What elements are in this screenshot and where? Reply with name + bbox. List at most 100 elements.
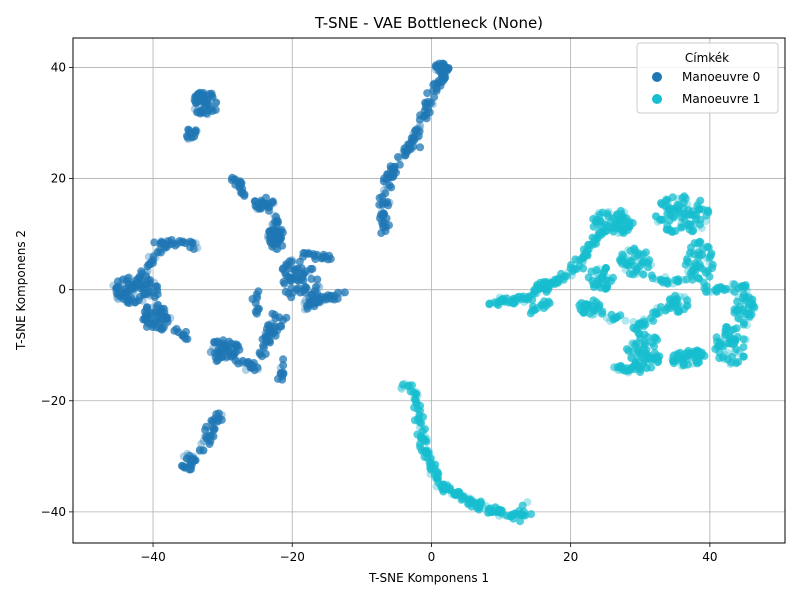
data-point: [675, 355, 684, 364]
legend-box: [636, 42, 779, 114]
data-point: [685, 349, 694, 358]
data-point: [727, 326, 736, 335]
x-tick-label: −40: [140, 550, 165, 564]
data-point: [732, 359, 741, 368]
data-point: [737, 306, 746, 315]
data-point: [420, 452, 429, 461]
legend-label-manoeuvre-1: Manoeuvre 1: [682, 92, 760, 106]
data-point: [713, 285, 722, 294]
data-point: [381, 189, 390, 198]
data-point: [413, 405, 422, 413]
data-point: [684, 221, 693, 230]
data-point: [279, 316, 288, 325]
data-point: [186, 459, 195, 468]
data-point: [232, 340, 241, 349]
legend-marker-manoeuvre-1: [652, 94, 662, 104]
data-point: [642, 364, 651, 373]
data-point: [739, 335, 748, 344]
data-point: [702, 287, 711, 296]
data-point: [674, 307, 683, 316]
data-point: [750, 303, 759, 312]
data-point: [150, 238, 159, 247]
data-point: [695, 220, 704, 229]
data-point: [639, 270, 648, 279]
data-point: [624, 347, 633, 355]
data-point: [432, 84, 441, 93]
data-point: [516, 517, 524, 526]
data-point: [413, 124, 422, 133]
data-point: [421, 436, 430, 445]
data-point: [527, 510, 536, 519]
data-point: [313, 275, 322, 284]
data-point: [312, 250, 321, 259]
data-point: [279, 355, 288, 364]
data-point: [571, 255, 580, 264]
data-point: [618, 259, 627, 268]
data-point: [139, 282, 148, 291]
data-point: [625, 262, 634, 271]
data-point: [409, 133, 418, 142]
data-point: [160, 245, 169, 254]
data-point: [676, 223, 684, 232]
data-point: [154, 301, 162, 309]
data-point: [663, 221, 672, 230]
data-point: [579, 264, 588, 273]
data-point: [141, 314, 150, 323]
data-point: [287, 293, 296, 302]
data-point: [426, 464, 435, 473]
data-point: [486, 504, 495, 513]
data-point: [594, 265, 603, 274]
data-point: [234, 179, 243, 188]
data-point: [213, 356, 222, 364]
data-point: [258, 352, 266, 361]
y-tick-label: 40: [51, 60, 66, 74]
data-point: [422, 99, 431, 108]
data-point: [269, 219, 278, 228]
data-point: [579, 307, 588, 316]
data-point: [237, 359, 246, 368]
plot-frame: [72, 37, 786, 544]
data-point: [414, 413, 423, 422]
data-point: [620, 216, 629, 224]
chart-title: T-SNE - VAE Bottleneck (None): [314, 14, 543, 32]
data-point: [177, 238, 186, 247]
data-point: [195, 446, 204, 454]
data-point: [211, 105, 220, 114]
data-point: [704, 266, 712, 275]
data-point: [638, 269, 647, 278]
plot-points: [109, 59, 759, 526]
data-point: [301, 267, 310, 276]
data-point: [136, 274, 145, 282]
data-point: [327, 294, 336, 303]
data-point: [495, 506, 503, 515]
data-point: [585, 309, 594, 318]
data-point: [647, 363, 656, 372]
data-point: [188, 238, 197, 247]
data-point: [260, 199, 269, 208]
data-point: [155, 246, 164, 255]
data-point: [488, 507, 496, 516]
data-point: [287, 284, 296, 293]
x-axis-ticks: −40 −20 0 20 40: [140, 543, 717, 564]
data-point: [621, 316, 630, 325]
data-point: [612, 218, 621, 227]
data-point: [185, 126, 193, 135]
data-point: [588, 277, 597, 285]
data-point: [382, 175, 391, 184]
data-point: [634, 321, 643, 330]
data-point: [259, 341, 267, 350]
data-point: [636, 334, 645, 342]
data-point: [397, 383, 406, 392]
data-point: [600, 220, 609, 229]
data-point: [153, 282, 162, 291]
data-point: [417, 446, 426, 455]
data-point: [221, 341, 229, 350]
data-point: [634, 345, 643, 354]
data-point: [306, 299, 315, 308]
data-point: [375, 193, 384, 202]
data-point: [592, 217, 601, 226]
series-1: [397, 192, 759, 526]
data-point: [704, 286, 713, 295]
data-point: [148, 256, 157, 265]
data-point: [378, 200, 387, 209]
